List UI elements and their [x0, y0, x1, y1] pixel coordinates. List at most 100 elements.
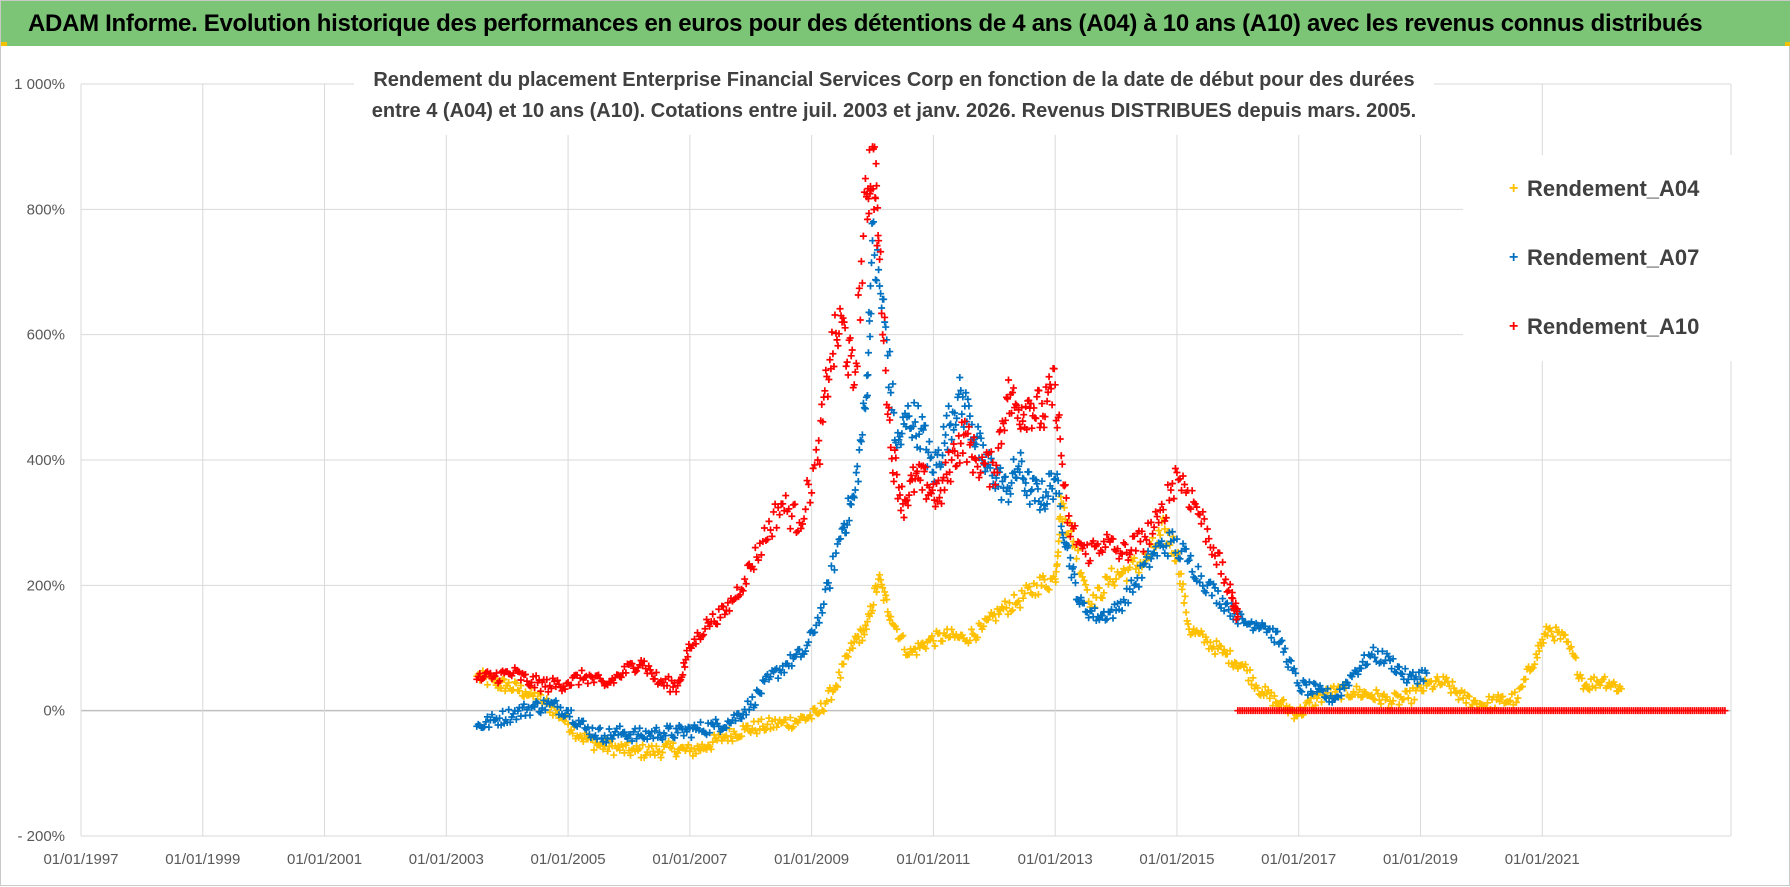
point-rendement-a04 [1182, 608, 1190, 616]
point-rendement-a10 [1051, 381, 1059, 389]
point-rendement-a07 [722, 724, 730, 732]
point-rendement-a07 [1278, 636, 1286, 644]
point-rendement-a07 [1124, 599, 1132, 607]
point-rendement-a07 [658, 735, 666, 743]
point-rendement-a04 [709, 738, 717, 746]
point-rendement-a07 [1401, 665, 1409, 673]
point-rendement-a04 [1229, 663, 1237, 671]
point-rendement-a07 [526, 711, 534, 719]
point-rendement-a04 [913, 651, 921, 659]
point-rendement-a04 [992, 617, 1000, 625]
point-rendement-a10 [809, 464, 817, 472]
point-rendement-a10 [1083, 541, 1091, 549]
point-rendement-a07 [811, 628, 819, 636]
point-rendement-a07 [1098, 612, 1106, 620]
point-rendement-a04 [1010, 591, 1018, 599]
point-rendement-a07 [579, 717, 587, 725]
point-rendement-a07 [850, 494, 858, 502]
point-rendement-a10 [903, 496, 911, 504]
point-rendement-a10 [768, 532, 776, 540]
point-rendement-a07 [1103, 615, 1111, 623]
point-rendement-a07 [566, 713, 574, 721]
point-rendement-a10 [873, 182, 881, 190]
point-rendement-a10 [812, 446, 820, 454]
point-rendement-a10 [1232, 599, 1240, 607]
point-rendement-a07 [911, 418, 919, 426]
point-rendement-a04 [1590, 673, 1598, 681]
point-rendement-a10 [993, 469, 1001, 477]
point-rendement-a04 [616, 746, 624, 754]
point-rendement-a10 [553, 676, 561, 684]
point-rendement-a04 [1617, 685, 1625, 693]
point-rendement-a07 [1016, 468, 1024, 476]
point-rendement-a10 [1225, 587, 1233, 595]
point-rendement-a07 [1038, 477, 1046, 485]
point-rendement-a04 [511, 678, 519, 686]
point-rendement-a10 [964, 430, 972, 438]
point-rendement-a07 [1048, 485, 1056, 493]
point-rendement-a04 [1561, 631, 1569, 639]
point-rendement-a10 [788, 512, 796, 520]
point-rendement-a07 [1026, 500, 1034, 508]
point-rendement-a07 [602, 739, 610, 747]
point-rendement-a10 [818, 400, 826, 408]
point-rendement-a07 [998, 477, 1006, 485]
point-rendement-a10 [640, 657, 648, 665]
point-rendement-a07 [1070, 570, 1078, 578]
point-rendement-a10 [651, 675, 659, 683]
point-rendement-a07 [552, 697, 560, 705]
point-rendement-a07 [1007, 490, 1015, 498]
point-rendement-a04 [657, 753, 665, 761]
point-rendement-a10 [859, 232, 867, 240]
point-rendement-a10 [1050, 365, 1058, 373]
point-rendement-a04 [652, 742, 660, 750]
point-rendement-a07 [852, 469, 860, 477]
point-rendement-a10 [765, 517, 773, 525]
point-rendement-a07 [1292, 669, 1300, 677]
banner-corner-left [1, 42, 7, 46]
point-rendement-a04 [1161, 525, 1169, 533]
point-rendement-a10 [902, 497, 910, 505]
point-rendement-a04 [1567, 643, 1575, 651]
point-rendement-a10 [819, 418, 827, 426]
point-rendement-a10 [844, 371, 852, 379]
point-rendement-a10 [866, 190, 874, 198]
point-rendement-a04 [707, 745, 715, 753]
point-rendement-a10 [1041, 413, 1049, 421]
point-rendement-a07 [780, 669, 788, 677]
point-rendement-a07 [972, 440, 980, 448]
point-rendement-a07 [1164, 552, 1172, 560]
point-rendement-a07 [948, 436, 956, 444]
x-tick-label: 01/01/2001 [287, 851, 362, 868]
point-rendement-a07 [1337, 692, 1345, 700]
point-rendement-a07 [540, 696, 548, 704]
point-rendement-a07 [1267, 634, 1275, 642]
point-rendement-a07 [1109, 614, 1117, 622]
point-rendement-a04 [1179, 580, 1187, 588]
data-points [473, 118, 1729, 762]
point-rendement-a10 [1226, 580, 1234, 588]
point-rendement-a07 [1389, 655, 1397, 663]
point-rendement-a07 [959, 393, 967, 401]
point-rendement-a04 [1368, 691, 1376, 699]
point-rendement-a10 [1019, 417, 1027, 425]
point-rendement-a07 [934, 446, 942, 454]
point-rendement-a10 [1219, 558, 1227, 566]
point-rendement-a07 [1053, 470, 1061, 478]
point-rendement-a04 [1538, 635, 1546, 643]
point-rendement-a04 [1041, 576, 1049, 584]
point-rendement-a10 [690, 635, 698, 643]
point-rendement-a10 [521, 670, 529, 678]
point-rendement-a04 [1572, 654, 1580, 662]
point-rendement-a07 [1395, 663, 1403, 671]
point-rendement-a10 [927, 489, 935, 497]
point-rendement-a10 [1217, 570, 1225, 578]
point-rendement-a10 [1030, 404, 1038, 412]
point-rendement-a07 [706, 729, 714, 737]
point-rendement-a07 [877, 290, 885, 298]
point-rendement-a07 [1080, 599, 1088, 607]
point-rendement-a07 [897, 441, 905, 449]
point-rendement-a04 [1499, 693, 1507, 701]
point-rendement-a10 [921, 463, 929, 471]
point-rendement-a07 [869, 237, 877, 245]
